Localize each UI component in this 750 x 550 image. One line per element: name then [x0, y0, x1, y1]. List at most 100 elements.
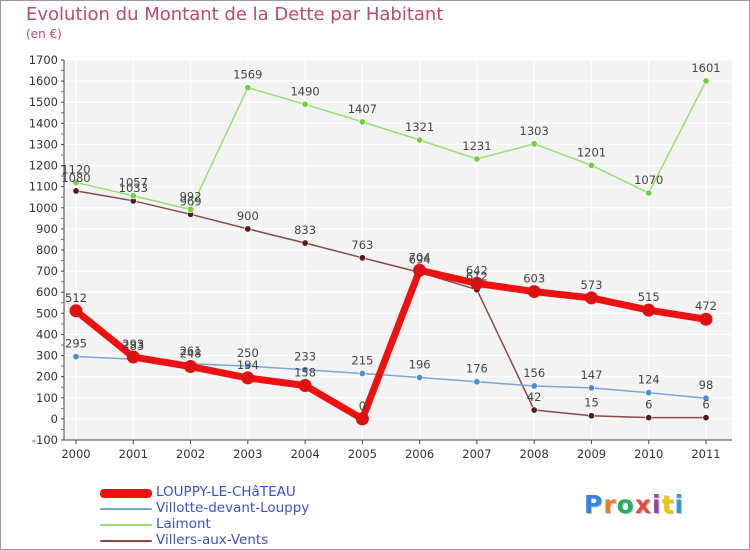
data-label: 42 — [527, 390, 542, 404]
data-label: 1303 — [520, 124, 549, 138]
data-point — [473, 155, 481, 163]
y-tick-label: 800 — [36, 243, 58, 257]
data-label: 6 — [702, 398, 709, 412]
data-point — [244, 362, 252, 370]
data-point — [355, 412, 369, 426]
chart-legend: LOUPPY-LE-CHâTEAU Villotte-devant-Louppy L… — [100, 484, 430, 549]
data-label: 1601 — [691, 61, 720, 75]
data-point — [301, 366, 309, 374]
data-label: 1120 — [61, 162, 90, 176]
data-label: 283 — [122, 339, 144, 353]
series-line — [72, 266, 710, 423]
data-label: 261 — [180, 344, 202, 358]
data-label: 512 — [65, 291, 87, 305]
data-label: 1321 — [405, 120, 434, 134]
data-label: 642 — [466, 263, 488, 277]
x-tick-label: 2004 — [290, 447, 319, 461]
y-tick-label: 500 — [36, 306, 58, 320]
data-point — [530, 140, 538, 148]
data-label: 694 — [409, 252, 431, 266]
data-label: 1407 — [348, 102, 377, 116]
proxiti-logo: Proxiti — [584, 490, 684, 519]
data-point — [241, 371, 255, 385]
data-point — [587, 412, 595, 420]
y-tick-label: 700 — [36, 264, 58, 278]
chart-title: Evolution du Montant de la Dette par Hab… — [26, 4, 444, 25]
data-point — [358, 369, 366, 377]
data-point — [645, 414, 653, 422]
data-point — [358, 118, 366, 126]
data-label: 248 — [180, 347, 202, 361]
y-tick-label: 200 — [36, 370, 58, 384]
data-point — [298, 379, 312, 393]
data-point — [244, 84, 252, 92]
legend-item: Villotte-devant-Louppy — [100, 500, 430, 517]
data-point — [416, 374, 424, 382]
data-label: 124 — [638, 373, 660, 387]
data-label: 158 — [294, 366, 316, 380]
data-label: 612 — [466, 270, 488, 284]
data-point — [699, 312, 713, 326]
data-label: 833 — [294, 223, 316, 237]
chart-unit: (en €) — [26, 27, 62, 41]
data-label: 1033 — [119, 181, 148, 195]
data-point — [530, 406, 538, 414]
data-point — [244, 225, 252, 233]
y-tick-label: 1300 — [29, 137, 58, 151]
data-label: 1080 — [61, 171, 90, 185]
data-point — [301, 239, 309, 247]
data-point — [470, 276, 484, 290]
legend-label: Villers-aux-Vents — [156, 532, 269, 548]
x-tick-label: 2000 — [61, 447, 90, 461]
data-label: 293 — [122, 337, 144, 351]
y-tick-label: 1500 — [29, 95, 58, 109]
data-label: 196 — [409, 358, 431, 372]
data-point — [702, 414, 710, 422]
data-label: 1490 — [290, 84, 319, 98]
x-tick-label: 2010 — [634, 447, 663, 461]
legend-label: Laimont — [156, 516, 211, 532]
data-label: 1070 — [634, 173, 663, 187]
legend-swatch — [100, 524, 152, 526]
data-point — [527, 285, 541, 299]
x-tick-label: 2009 — [577, 447, 606, 461]
data-point — [413, 263, 427, 277]
data-label: 515 — [638, 290, 660, 304]
x-tick-label: 2006 — [405, 447, 434, 461]
legend-item: Laimont — [100, 516, 430, 533]
logo-letter: t — [661, 490, 675, 519]
y-tick-label: 1100 — [29, 180, 58, 194]
data-label: 472 — [695, 299, 717, 313]
legend-label: Villotte-devant-Louppy — [156, 500, 310, 516]
series-line — [75, 80, 707, 211]
legend-label: LOUPPY-LE-CHâTEAU — [156, 484, 296, 500]
y-tick-label: 400 — [36, 327, 58, 341]
y-tick-label: 1400 — [29, 116, 58, 130]
y-tick-label: 600 — [36, 285, 58, 299]
x-tick-label: 2007 — [462, 447, 491, 461]
data-label: 900 — [237, 209, 259, 223]
x-tick-label: 2002 — [176, 447, 205, 461]
data-point — [72, 353, 80, 361]
data-point — [642, 303, 656, 317]
y-tick-label: 1000 — [29, 201, 58, 215]
data-label: 969 — [180, 194, 202, 208]
x-tick-label: 2001 — [119, 447, 148, 461]
data-label: 1201 — [577, 145, 606, 159]
data-label: 250 — [237, 346, 259, 360]
data-label: 704 — [409, 250, 431, 264]
series-line — [75, 190, 707, 419]
data-point — [702, 394, 710, 402]
data-point — [72, 178, 80, 186]
data-point — [645, 389, 653, 397]
data-point — [69, 304, 83, 318]
logo-letter: i — [652, 490, 662, 519]
legend-item: Villers-aux-Vents — [100, 532, 430, 549]
data-point — [129, 192, 137, 200]
data-label: 6 — [645, 398, 652, 412]
y-tick-label: 1600 — [29, 74, 58, 88]
data-point — [301, 100, 309, 108]
data-point — [702, 77, 710, 85]
logo-letter: r — [603, 490, 617, 519]
data-label: 147 — [580, 368, 602, 382]
